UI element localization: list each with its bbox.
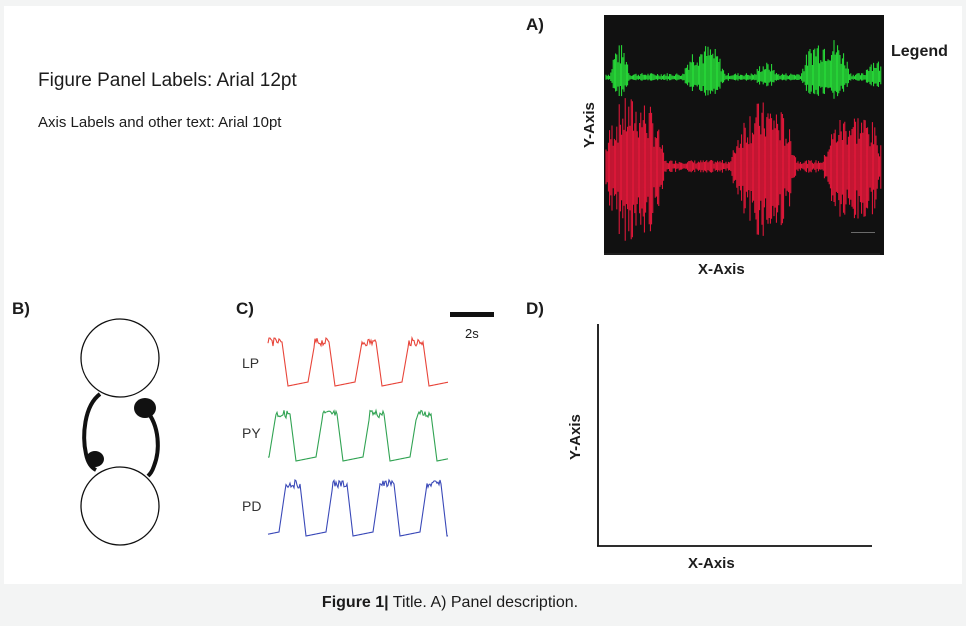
panel-d-x-axis-label: X-Axis	[688, 555, 735, 572]
panel-c-scale-bar	[450, 312, 494, 317]
panel-c-trace-label-lp: LP	[242, 355, 259, 371]
font-note-panel: Figure Panel Labels: Arial 12pt	[38, 70, 297, 91]
panel-c-scale-label: 2s	[465, 326, 479, 341]
panel-c-label: C)	[236, 299, 254, 318]
panel-d-y-axis-label: Y-Axis	[567, 414, 584, 460]
figure-caption: Figure 1| Title. A) Panel description.	[0, 594, 900, 612]
panel-a-green-trace	[605, 40, 882, 99]
panel-b-right-connection	[144, 408, 160, 478]
figure-canvas: Figure Panel Labels: Arial 12pt Axis Lab…	[4, 6, 962, 584]
panel-c-trace-label-pd: PD	[242, 498, 261, 514]
caption-bold: Figure 1|	[321, 594, 389, 611]
panel-a-scale-mark	[851, 232, 875, 233]
panel-a-traces	[605, 40, 882, 241]
panel-b-cell-diagram	[80, 318, 160, 546]
panel-b-top-cell	[80, 318, 160, 398]
panel-c-trace-label-py: PY	[242, 425, 261, 441]
panel-c-trace-pd	[267, 478, 449, 537]
panel-d-label: D)	[526, 299, 544, 318]
panel-b-synapse-left	[86, 451, 104, 467]
panel-c-traces	[267, 335, 449, 537]
panel-b-synapse-right	[134, 398, 156, 418]
panel-b-bottom-cell	[80, 466, 160, 546]
panel-a-x-axis-label: X-Axis	[698, 261, 745, 278]
panel-b-label: B)	[12, 299, 30, 318]
panel-a-red-trace	[605, 98, 882, 241]
panel-c-trace-py	[267, 408, 449, 462]
panel-a-legend: Legend	[891, 43, 948, 60]
panel-c-trace-lp	[267, 335, 449, 387]
panel-a-y-axis-label: Y-Axis	[581, 102, 598, 148]
panel-a-label: A)	[526, 15, 544, 34]
font-note-axis: Axis Labels and other text: Arial 10pt	[38, 114, 282, 131]
panel-b-left-connection	[82, 392, 102, 472]
caption-text: Title. A) Panel description.	[388, 594, 579, 611]
